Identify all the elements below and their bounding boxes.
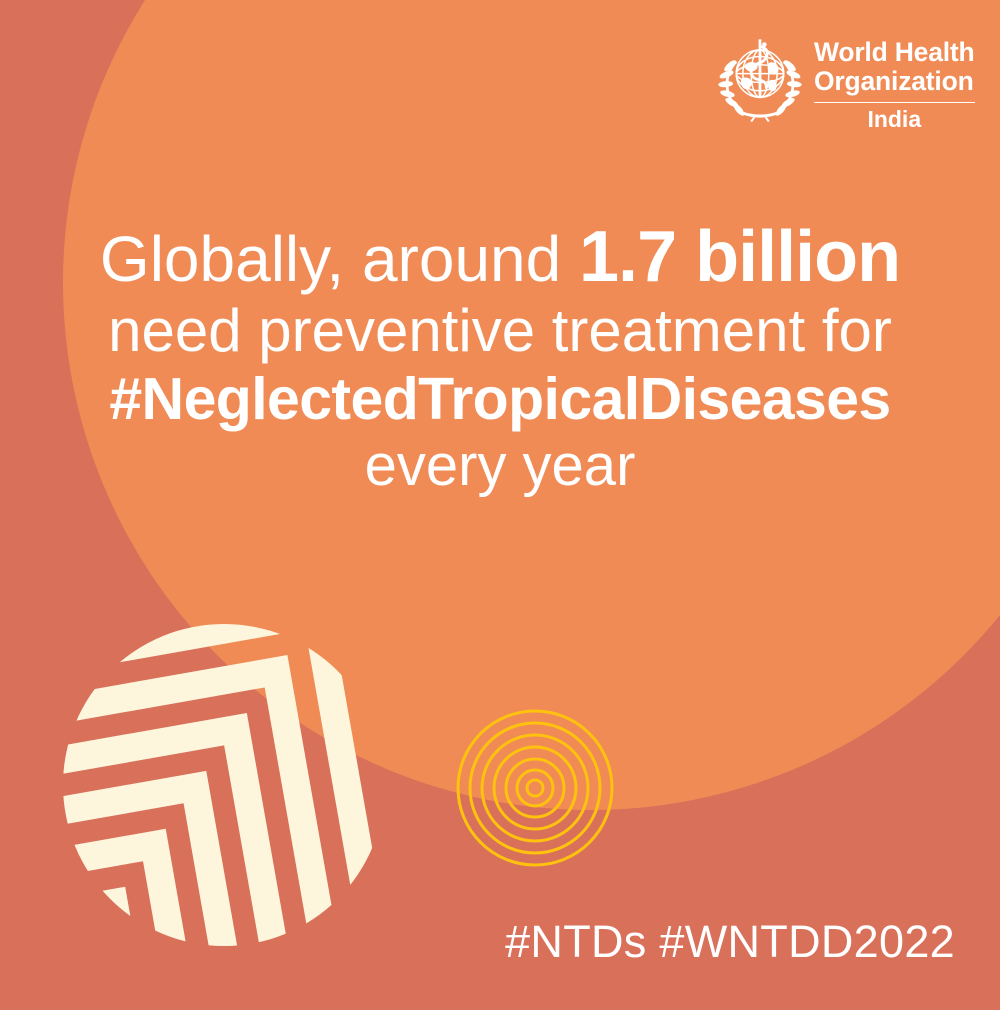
- who-logo: World Health Organization India: [716, 33, 975, 133]
- headline-block: Globally, around 1.7 billion need preven…: [0, 218, 1000, 498]
- who-logo-country: India: [867, 106, 922, 133]
- headline-statistic: 1.7 billion: [579, 217, 901, 297]
- who-logo-divider: [814, 101, 975, 104]
- headline-line-1-regular: Globally, around: [99, 223, 580, 295]
- headline-line-2: need preventive treatment for: [108, 297, 892, 365]
- who-logo-line1: World Health: [814, 37, 975, 67]
- headline-hashtag: #NeglectedTropicalDiseases: [109, 366, 891, 433]
- who-logo-line2: Organization: [814, 65, 974, 96]
- who-emblem-icon: [718, 39, 802, 122]
- who-logo-text: World Health Organization India: [814, 33, 975, 133]
- headline-line-1: Globally, around 1.7 billion: [0, 218, 1000, 296]
- footer-hashtags: #NTDs #WNTDD2022: [505, 916, 955, 967]
- concentric-rings-graphic: [456, 709, 614, 867]
- headline-line-4: every year: [364, 433, 636, 499]
- nested-chevron-circle-graphic: [63, 624, 385, 946]
